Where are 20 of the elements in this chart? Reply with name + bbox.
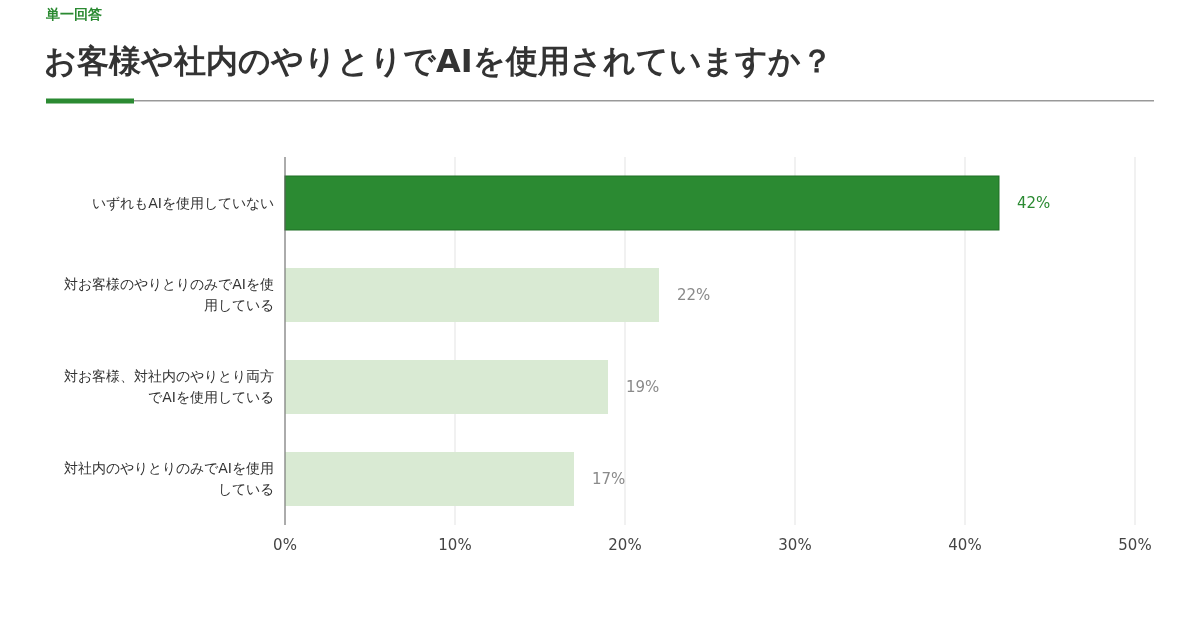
- x-tick-label: 40%: [947, 536, 983, 554]
- y-tick-label: 対お客様、対社内のやりとり両方でAIを使用している: [63, 367, 274, 407]
- data-label: 17%: [592, 470, 626, 488]
- y-tick-label: 対社内のやりとりのみでAIを使用している: [63, 459, 274, 499]
- bar: [284, 175, 1000, 231]
- x-tick-label: 30%: [777, 536, 813, 554]
- bar: [285, 268, 659, 322]
- x-tick-label: 0%: [272, 536, 298, 554]
- data-label: 42%: [1017, 194, 1051, 212]
- x-tick-label: 10%: [437, 536, 473, 554]
- y-tick-label: 対お客様のやりとりのみでAIを使用している: [63, 275, 274, 315]
- data-label: 19%: [626, 378, 660, 396]
- text: 単一回答: [46, 6, 102, 24]
- x-tick-label: 50%: [1117, 536, 1153, 554]
- data-label: 22%: [677, 286, 711, 304]
- x-tick-label: 20%: [607, 536, 643, 554]
- bar: [285, 360, 608, 414]
- y-tick-label: いずれもAIを使用していない: [91, 193, 274, 213]
- chart-title: お客様や社内のやりとりでAIを使用されていますか？: [44, 41, 833, 82]
- bar: [285, 452, 574, 506]
